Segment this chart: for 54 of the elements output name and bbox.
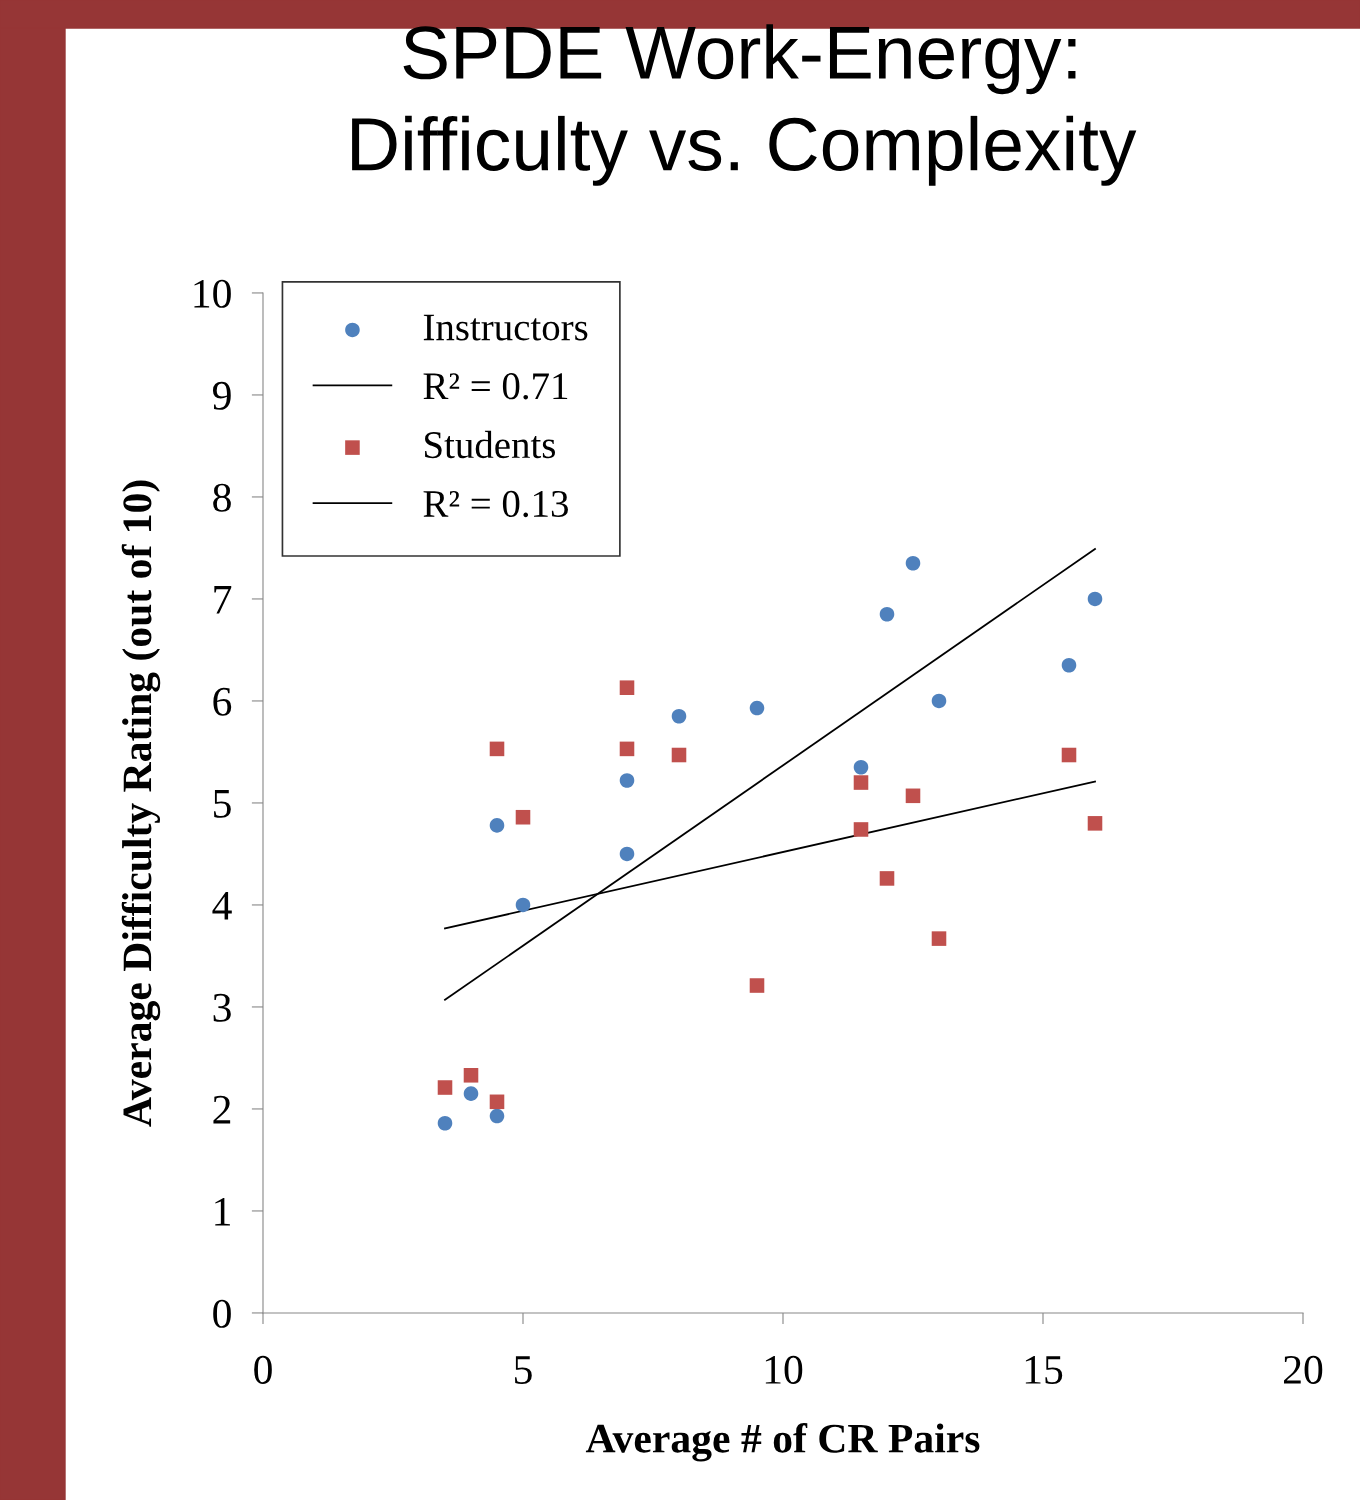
legend-label: Instructors [423, 314, 588, 341]
legend-label: R² = 0.71 [423, 373, 568, 400]
x-axis-title: Average # of CR Pairs [585, 1422, 980, 1462]
point [463, 1086, 479, 1101]
chart-title: SPDE Work-Energy: Difficulty vs. Complexity [352, 24, 1137, 186]
point [515, 897, 531, 913]
point [879, 606, 895, 622]
point [489, 741, 505, 757]
y-tick-label: 1 [215, 1197, 230, 1226]
x-tick-label: 20 [1284, 1355, 1323, 1384]
point [879, 871, 895, 886]
point [619, 741, 635, 757]
legend-label: R² = 0.13 [423, 490, 568, 518]
point [489, 1108, 505, 1124]
y-tick-label: 0 [213, 1299, 231, 1328]
point [749, 978, 765, 993]
point [619, 846, 635, 862]
legend-label: Students [425, 430, 555, 459]
y-tick-label: 3 [213, 993, 231, 1022]
point [905, 788, 921, 804]
point [1087, 591, 1103, 607]
y-axis-title: Average Difficulty Rating (out of 10) [121, 480, 161, 1127]
point [489, 1094, 505, 1110]
x-tick-label: 0 [254, 1355, 272, 1384]
y-tick-label: 7 [214, 586, 232, 614]
point [619, 680, 635, 695]
point [463, 1068, 479, 1083]
x-tick-label: 5 [515, 1356, 532, 1384]
point [437, 1080, 453, 1095]
point [1061, 747, 1077, 763]
x-tick-label: 10 [765, 1355, 803, 1384]
point [671, 747, 687, 763]
point [853, 759, 869, 775]
point [437, 1115, 453, 1131]
point [749, 700, 765, 716]
point [515, 809, 531, 825]
point [931, 931, 947, 946]
x-tick-label: 15 [1025, 1356, 1063, 1384]
point [905, 555, 921, 571]
point [671, 708, 687, 724]
point [853, 822, 869, 837]
y-tick-label: 8 [213, 483, 231, 512]
point [1087, 816, 1103, 831]
point [619, 773, 635, 788]
y-tick-label: 4 [212, 891, 232, 920]
y-tick-label: 6 [213, 687, 232, 716]
point [489, 818, 505, 833]
point [853, 775, 869, 790]
point [931, 693, 947, 709]
y-tick-label: 5 [214, 790, 231, 818]
y-tick-label: 9 [212, 381, 231, 410]
y-tick-label: 10 [194, 279, 231, 308]
point [1061, 657, 1077, 673]
y-tick-label: 2 [213, 1095, 231, 1124]
